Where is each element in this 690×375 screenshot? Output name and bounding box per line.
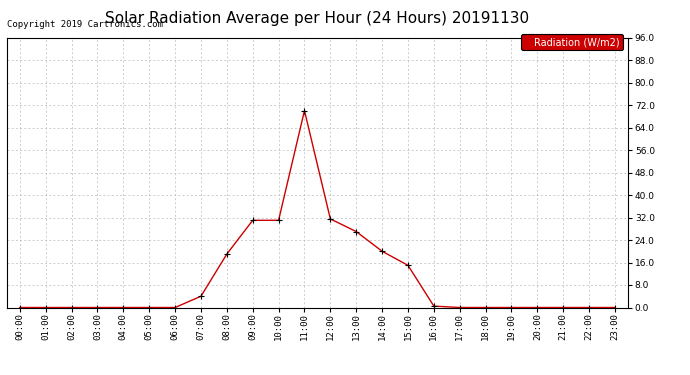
Legend: Radiation (W/m2): Radiation (W/m2)	[521, 34, 623, 50]
Text: Solar Radiation Average per Hour (24 Hours) 20191130: Solar Radiation Average per Hour (24 Hou…	[106, 11, 529, 26]
Text: Copyright 2019 Cartronics.com: Copyright 2019 Cartronics.com	[7, 20, 163, 29]
